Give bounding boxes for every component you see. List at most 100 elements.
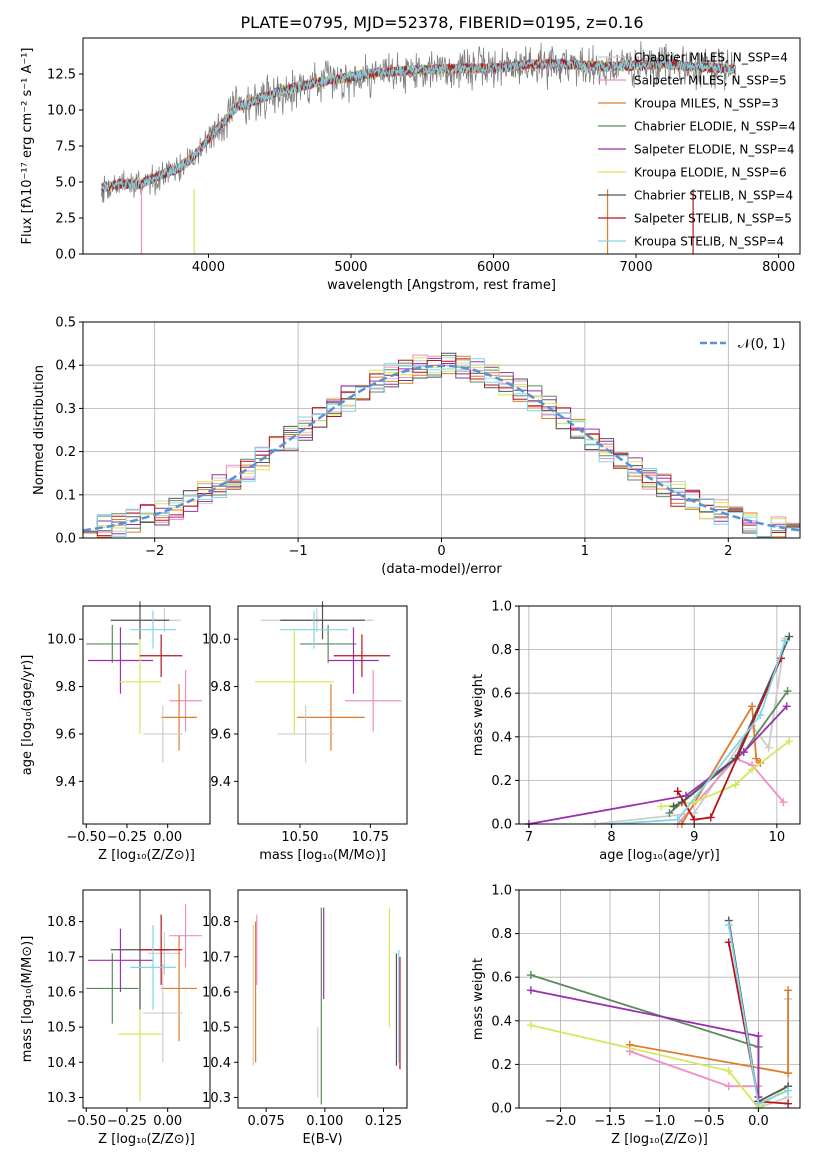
weight-vs-age-series-marker bbox=[665, 809, 674, 818]
weight-vs-age-series-marker bbox=[657, 802, 666, 811]
mass-vs-Z-ytick-label: 10.4 bbox=[47, 1056, 76, 1071]
spectrum-legend-label: Salpeter ELODIE, N_SSP=4 bbox=[634, 143, 795, 157]
age-vs-Z-xtick-label: −0.50 bbox=[66, 830, 106, 845]
residuals-xtick-label: 2 bbox=[724, 544, 732, 559]
spectrum-ytick-label: 7.5 bbox=[55, 140, 76, 155]
mass-vs-ebv-ytick-label: 10.8 bbox=[202, 915, 231, 930]
mass-vs-Z-xtick-label: −0.50 bbox=[66, 1114, 106, 1129]
mass-vs-ebv-xtick-label: 0.075 bbox=[248, 1114, 285, 1129]
residuals-xtick-label: −1 bbox=[289, 544, 308, 559]
weight-vs-age-ytick-label: 0.2 bbox=[491, 774, 512, 789]
residuals-xtick-label: −2 bbox=[145, 544, 164, 559]
spectrum-model-line-9 bbox=[101, 58, 737, 192]
spectrum-legend-label: Salpeter MILES, N_SSP=5 bbox=[634, 74, 787, 88]
residuals-ytick-label: 0.5 bbox=[55, 316, 76, 331]
weight-vs-age-ylabel: mass weight bbox=[471, 674, 486, 756]
weight-vs-Z-xtick-label: −0.5 bbox=[693, 1114, 725, 1129]
age-vs-mass-panel: 10.50 10.75 9.4 9.6 9.8 10.0 mass [log₁₀(M/M⊙)… bbox=[202, 601, 408, 863]
spectrum-legend-label: Kroupa STELIB, N_SSP=4 bbox=[634, 235, 784, 249]
weight-vs-age-frame bbox=[518, 605, 801, 825]
residuals-ytick-label: 0.4 bbox=[55, 359, 76, 374]
mass-vs-ebv-panel: 0.075 0.100 0.125 10.3 10.4 10.5 10.6 10.7 10.8 E… bbox=[202, 889, 408, 1147]
weight-vs-age-series-line-3 bbox=[681, 703, 761, 825]
spectrum-legend-label: Chabrier ELODIE, N_SSP=4 bbox=[634, 120, 796, 134]
age-vs-mass-ytick-label: 10.0 bbox=[202, 633, 231, 648]
age-vs-Z-ytick-label: 9.8 bbox=[55, 680, 76, 695]
mass-vs-ebv-xlabel: E(B-V) bbox=[302, 1132, 342, 1147]
age-vs-Z-ytick-label: 10.0 bbox=[47, 633, 76, 648]
weight-vs-age-ytick-label: 0.4 bbox=[491, 730, 512, 745]
age-vs-mass-xlabel: mass [log₁₀(M/M⊙)] bbox=[259, 848, 386, 863]
age-vs-mass-xtick-label: 10.75 bbox=[352, 830, 389, 845]
weight-vs-age-series-line-2 bbox=[677, 757, 785, 825]
age-vs-mass-plot-area bbox=[254, 601, 402, 763]
weight-vs-Z-ytick-label: 0.6 bbox=[491, 971, 512, 986]
mass-vs-ebv-ytick-label: 10.7 bbox=[202, 950, 231, 965]
weight-vs-age-xlabel: age [log₁₀(age/yr)] bbox=[599, 848, 720, 863]
residuals-histogram-9 bbox=[83, 358, 800, 538]
spectrum-legend-label: Kroupa ELODIE, N_SSP=6 bbox=[634, 166, 787, 180]
age-vs-Z-ytick-label: 9.6 bbox=[55, 727, 76, 742]
weight-vs-age-series-marker bbox=[739, 748, 748, 757]
weight-vs-age-series-marker bbox=[782, 702, 791, 711]
weight-vs-age-series-marker bbox=[781, 636, 790, 645]
age-vs-Z-xtick-label: 0.00 bbox=[153, 830, 182, 845]
age-vs-mass-frame bbox=[237, 605, 408, 825]
weight-vs-age-plot-area bbox=[524, 632, 794, 828]
age-vs-mass-ytick-label: 9.6 bbox=[210, 727, 231, 742]
mass-vs-Z-ytick-label: 10.3 bbox=[47, 1091, 76, 1106]
weight-vs-age-panel: 7 8 9 10 0.0 0.2 0.4 0.6 0.8 1.0 age [log₁₀(age/yr… bbox=[471, 600, 801, 863]
spectrum-xtick-label: 5000 bbox=[334, 260, 367, 275]
spectrum-ytick-label: 10.0 bbox=[47, 104, 76, 119]
weight-vs-age-xtick-label: 7 bbox=[525, 830, 533, 845]
weight-vs-age-series-marker bbox=[756, 711, 765, 719]
spectrum-ytick-label: 12.5 bbox=[47, 68, 76, 83]
weight-vs-age-series-marker bbox=[764, 743, 773, 752]
weight-vs-age-series-marker bbox=[731, 780, 740, 789]
mass-vs-Z-ytick-label: 10.6 bbox=[47, 985, 76, 1000]
residuals-xlabel: (data-model)/error bbox=[381, 562, 502, 577]
weight-vs-Z-xtick-label: −2.0 bbox=[545, 1114, 577, 1129]
spectrum-xtick-label: 4000 bbox=[192, 260, 225, 275]
spectrum-ytick-label: 0.0 bbox=[55, 248, 76, 263]
mass-vs-ebv-ytick-label: 10.6 bbox=[202, 985, 231, 1000]
weight-vs-age-series-marker bbox=[748, 765, 757, 774]
weight-vs-age-ytick-label: 0.0 bbox=[491, 818, 512, 833]
weight-vs-age-series-marker bbox=[785, 632, 794, 641]
weight-vs-age-ytick-label: 0.8 bbox=[491, 643, 512, 658]
residuals-ytick-label: 0.1 bbox=[55, 488, 76, 503]
weight-vs-Z-ytick-label: 0.8 bbox=[491, 927, 512, 942]
age-vs-Z-frame bbox=[82, 605, 211, 825]
mass-vs-ebv-xtick-label: 0.100 bbox=[306, 1114, 343, 1129]
residuals-histogram-8 bbox=[83, 358, 800, 538]
mass-vs-Z-ytick-label: 10.5 bbox=[47, 1021, 76, 1036]
weight-vs-Z-series-marker bbox=[724, 1066, 733, 1075]
mass-vs-Z-xlabel: Z [log₁₀(Z/Z⊙)] bbox=[98, 1132, 195, 1147]
weight-vs-Z-series-marker bbox=[754, 1099, 763, 1108]
residuals-xtick-label: 1 bbox=[581, 544, 589, 559]
mass-vs-Z-xtick-label: 0.00 bbox=[153, 1114, 182, 1129]
weight-vs-Z-series-marker bbox=[784, 986, 793, 995]
spectrum-title: PLATE=0795, MJD=52378, FIBERID=0195, z=0… bbox=[240, 13, 643, 32]
weight-vs-age-ytick-label: 1.0 bbox=[491, 600, 512, 615]
weight-vs-Z-xtick-label: 0.0 bbox=[748, 1114, 769, 1129]
spectrum-xlabel: wavelength [Angstrom, rest frame] bbox=[327, 278, 556, 293]
mass-vs-ebv-ytick-label: 10.4 bbox=[202, 1056, 231, 1071]
age-vs-Z-xtick-label: −0.25 bbox=[107, 830, 147, 845]
weight-vs-Z-xtick-label: −1.0 bbox=[644, 1114, 676, 1129]
spectrum-legend-label: Chabrier STELIB, N_SSP=4 bbox=[634, 189, 793, 203]
age-vs-Z-ylabel: age [log₁₀(age/yr)] bbox=[20, 655, 35, 776]
spectrum-xtick-label: 8000 bbox=[762, 260, 795, 275]
spectrum-ylabel: Flux [fλ10⁻¹⁷ erg cm⁻² s⁻¹ A⁻¹] bbox=[20, 48, 35, 245]
mass-vs-ebv-xtick-label: 0.125 bbox=[365, 1114, 402, 1129]
residuals-legend-label: 𝒩(0, 1) bbox=[738, 337, 785, 352]
weight-vs-Z-series-marker bbox=[526, 1021, 535, 1030]
weight-vs-age-series-marker bbox=[785, 737, 794, 746]
mass-vs-Z-xtick-label: −0.25 bbox=[107, 1114, 147, 1129]
residuals-ylabel: Normed distribution bbox=[32, 365, 47, 495]
weight-vs-Z-series-marker bbox=[724, 920, 733, 929]
residuals-ytick-label: 0.3 bbox=[55, 402, 76, 417]
age-vs-mass-xtick-label: 10.50 bbox=[281, 830, 318, 845]
age-vs-mass-ytick-label: 9.4 bbox=[210, 775, 231, 790]
